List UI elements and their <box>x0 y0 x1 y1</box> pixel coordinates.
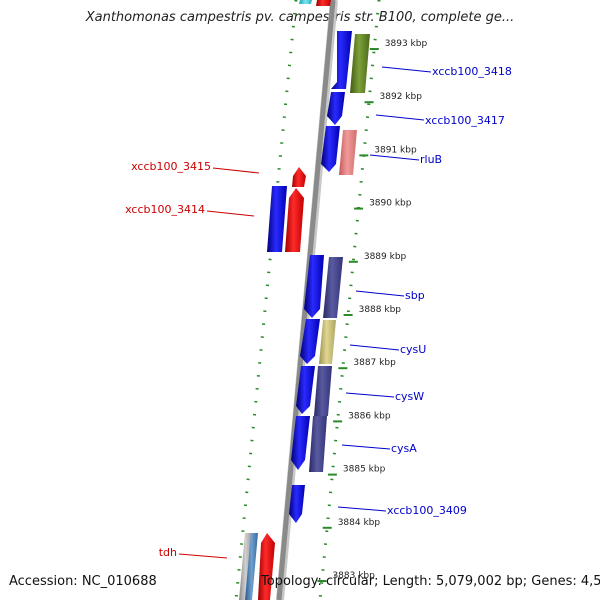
kbp-tick-label: 3887 kbp <box>353 358 396 368</box>
genome-summary-text: Topology: circular; Length: 5,079,002 bp… <box>261 574 600 589</box>
label-leader-lines <box>178 66 432 559</box>
leader-cysW <box>345 392 395 398</box>
gene-label-xccb100_3414[interactable]: xccb100_3414 <box>125 203 205 216</box>
gene-xccb100_3409-cds[interactable] <box>289 485 305 523</box>
gene-label-xccb100_3418[interactable]: xccb100_3418 <box>432 65 512 78</box>
accession-text: Accession: NC_010688 <box>9 574 157 589</box>
gene-xccb100_3414-cds-a[interactable] <box>267 186 287 252</box>
leader-xccb100_3409 <box>337 506 387 512</box>
leader-xccb100_3415 <box>212 167 260 174</box>
gene-xccb100_3417-cds[interactable] <box>327 92 345 125</box>
gene-label-tdh[interactable]: tdh <box>159 546 177 559</box>
kbp-tick-label: 3886 kbp <box>348 411 391 421</box>
gene-cysW-domain[interactable] <box>314 366 332 416</box>
gene-cysW-cds[interactable] <box>296 366 315 414</box>
gene-xccb100_3418-domain[interactable] <box>350 34 370 93</box>
gene-label-xccb100_3417[interactable]: xccb100_3417 <box>425 114 505 127</box>
gene-cysU-cds[interactable] <box>300 319 320 364</box>
genome-title: Xanthomonas campestris pv. campestris st… <box>85 10 515 25</box>
gene-tdh-grey[interactable] <box>239 533 252 600</box>
gene-cysA-cds[interactable] <box>291 416 310 470</box>
gene-xccb100_3414-cds-b[interactable] <box>285 188 304 252</box>
leader-xccb100_3414 <box>206 210 255 217</box>
gene-label-cysU[interactable]: cysU <box>400 343 426 356</box>
leader-xccb100_3417 <box>375 114 425 121</box>
gene-tdh-cds[interactable] <box>258 533 275 600</box>
leader-rluB <box>369 154 420 161</box>
gene-partial-cyan <box>299 0 312 4</box>
gene-rluB-cds[interactable] <box>321 126 340 172</box>
kbp-tick-label: 3891 kbp <box>374 145 417 155</box>
gene-labels: xccb100_3418 xccb100_3417 rluB sbp cysU … <box>125 65 512 559</box>
kbp-tick-label: 3888 kbp <box>359 305 402 315</box>
gene-label-xccb100_3415[interactable]: xccb100_3415 <box>131 160 211 173</box>
gene-xccb100_3415-cds[interactable] <box>292 167 306 187</box>
kbp-ticks: 3893 kbp 3892 kbp 3891 kbp 3890 kbp 3889 kbp… <box>317 39 428 582</box>
kbp-tick-label: 3884 kbp <box>338 518 381 528</box>
gene-label-cysA[interactable]: cysA <box>391 442 417 455</box>
leader-sbp <box>355 290 405 297</box>
gene-features <box>239 0 370 600</box>
gene-partial-red <box>316 0 331 6</box>
kbp-tick-label: 3889 kbp <box>364 252 407 262</box>
gene-cysU-domain[interactable] <box>319 320 336 364</box>
gene-sbp-cds[interactable] <box>304 255 324 318</box>
leader-tdh <box>178 553 228 559</box>
gene-label-xccb100_3409[interactable]: xccb100_3409 <box>387 504 467 517</box>
gene-label-cysW[interactable]: cysW <box>395 390 424 403</box>
gene-xccb100_3418-cds[interactable] <box>331 31 352 89</box>
gene-cysA-domain[interactable] <box>309 416 327 472</box>
leader-xccb100_3418 <box>381 66 432 73</box>
gene-label-rluB[interactable]: rluB <box>420 153 442 166</box>
leader-cysA <box>341 444 391 450</box>
kbp-tick-label: 3890 kbp <box>369 199 412 209</box>
kbp-tick-label: 3885 kbp <box>343 465 386 475</box>
kbp-tick-label: 3893 kbp <box>385 39 428 49</box>
kbp-tick-label: 3892 kbp <box>380 92 423 102</box>
kbp-tick-label: 3883 kbp <box>332 571 375 581</box>
gene-tdh-steel[interactable] <box>245 533 258 600</box>
leader-cysU <box>349 344 400 351</box>
gene-label-sbp[interactable]: sbp <box>405 289 425 302</box>
gene-rluB-domain[interactable] <box>339 130 357 175</box>
gene-sbp-domain[interactable] <box>323 257 343 318</box>
